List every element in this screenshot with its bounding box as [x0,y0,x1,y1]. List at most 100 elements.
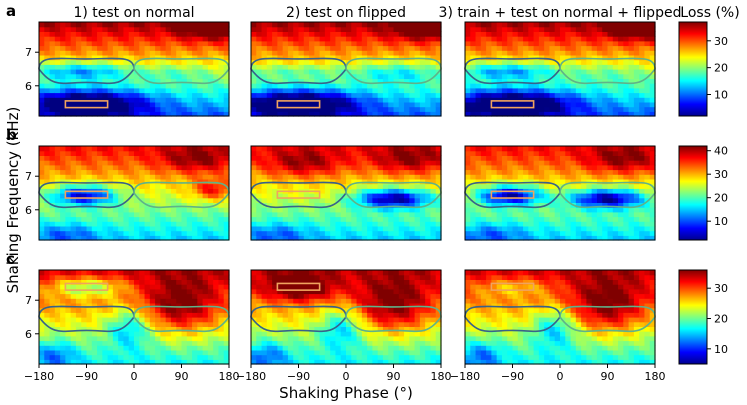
heatmap-cell [256,45,263,51]
heatmap-cell [181,78,188,84]
heatmap-cell [134,22,140,28]
heatmap-cell [575,69,582,75]
heatmap-cell [507,178,514,185]
heatmap-cell [533,59,540,65]
heatmap-cell [351,174,358,180]
heatmap-cell [491,230,498,236]
heatmap-cell [181,326,188,332]
heatmap-cell [213,150,220,156]
heatmap-cell [277,97,284,103]
heatmap-cell [465,164,471,171]
heatmap-cell [388,69,395,75]
heatmap-cell [633,225,640,232]
heatmap-cell [356,31,363,37]
heatmap-cell [414,97,421,103]
heatmap-cell [213,197,220,203]
heatmap-cell [570,26,577,32]
heatmap-cell [480,59,487,65]
heatmap-cell [388,26,395,32]
heatmap-cell [186,225,193,232]
heatmap-cell [607,197,614,203]
heatmap-cell [309,64,315,70]
heatmap-cell [218,150,225,156]
heatmap-cell [102,36,109,42]
heatmap-cell [425,69,432,75]
heatmap-cell [218,54,225,61]
heatmap-cell [86,312,93,318]
heatmap-cell [97,164,103,171]
heatmap-cell [139,164,146,171]
heatmap-cell [207,64,214,70]
heatmap-cell [287,216,294,222]
heatmap-cell [277,26,284,32]
heatmap-cell [475,230,482,236]
heatmap-cell [160,106,167,112]
heatmap-cell [91,302,98,309]
heatmap-cell [256,160,263,166]
heatmap-cell [382,155,389,161]
heatmap-cell [367,188,373,194]
heatmap-cell [618,36,624,42]
heatmap-cell [356,211,363,218]
heatmap-cell [475,146,482,152]
heatmap-cell [480,106,487,112]
heatmap-cell [565,197,572,203]
heatmap-cell [155,101,161,108]
heatmap-cell [549,106,556,112]
heatmap-cell [91,197,98,203]
heatmap-cell [155,183,161,189]
heatmap-cell [181,321,188,327]
heatmap-cell [361,73,368,79]
heatmap-cell [388,59,395,65]
heatmap-cell [213,36,220,42]
heatmap-cell [346,87,352,94]
heatmap-cell [496,111,503,117]
heatmap-cell [202,87,209,94]
heatmap-cell [102,146,109,152]
heatmap-cell [419,111,426,117]
heatmap-cell [272,31,278,37]
heatmap-cell [123,174,130,180]
heatmap-cell [430,64,437,70]
heatmap-cell [319,235,326,241]
heatmap-cell [160,174,167,180]
heatmap-cell [186,302,193,309]
heatmap-cell [123,150,130,156]
heatmap-cell [388,202,395,208]
heatmap-cell [633,169,640,175]
heatmap-cell [192,150,198,156]
heatmap-cell [75,169,82,175]
heatmap-cell [107,160,114,166]
heatmap-cell [496,92,503,98]
heatmap-cell [277,101,284,108]
heatmap-cell [277,174,284,180]
heatmap-cell [377,207,384,213]
heatmap-cell [86,221,93,227]
heatmap-cell [298,40,305,47]
heatmap-cell [330,183,337,189]
heatmap-cell [128,270,135,276]
heatmap-cell [419,235,426,241]
heatmap-cell [213,83,220,89]
heatmap-cell [256,73,263,79]
panel-frame [464,21,656,117]
heatmap-cell [507,202,514,208]
heatmap-cell [123,36,130,42]
heatmap-cell [107,188,114,194]
heatmap-cell [60,40,66,47]
heatmap-cell [97,92,103,98]
heatmap-cell [398,69,405,75]
heatmap-cell [382,188,389,194]
heatmap-cell [575,40,582,47]
heatmap-cell [554,40,561,47]
heatmap-cell [160,92,167,98]
heatmap-cell [581,183,587,189]
heatmap-cell [160,321,167,327]
heatmap-cell [261,69,268,75]
heatmap-cell [628,183,635,189]
heatmap-cell [176,106,183,112]
heatmap-cell [192,270,198,276]
heatmap-cell [112,284,119,290]
heatmap-cell [293,59,300,65]
heatmap-cell [160,83,167,89]
